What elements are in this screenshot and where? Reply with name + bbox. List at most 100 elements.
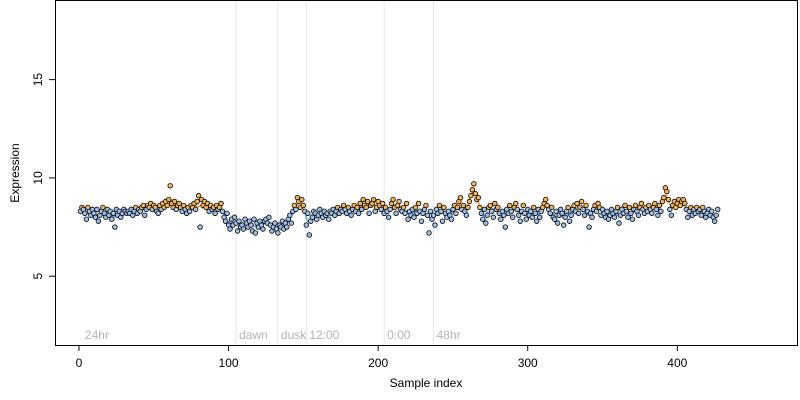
data-point [218,200,224,207]
data-point [501,212,507,218]
data-point [94,206,100,213]
data-point [212,210,218,216]
data-point [477,204,483,211]
x-axis: 0 100 200 300 400 [76,345,688,370]
data-point [400,204,407,211]
data-point [95,218,102,224]
data-point [548,204,555,211]
data-point [522,210,528,216]
data-point [566,218,573,224]
data-point [481,206,488,213]
data-point [251,216,257,222]
data-point [668,212,675,218]
data-point [92,214,99,220]
data-point [528,208,534,215]
data-point [260,226,266,232]
data-point [551,216,558,222]
data-point [83,216,90,222]
data-point [354,204,360,211]
x-tick-label: 300 [518,356,538,370]
data-point [82,210,88,216]
data-point [155,210,161,216]
x-tick-label: 400 [667,356,687,370]
annotation-label: dusk [281,328,307,342]
data-point [536,214,543,220]
data-point [100,204,106,211]
data-point [457,194,464,201]
data-point [492,200,498,207]
data-point [469,187,476,193]
data-point [195,192,202,199]
data-point [418,218,425,224]
data-point [366,210,372,216]
data-point [625,214,631,220]
data-point [623,208,630,215]
data-point [378,206,384,213]
data-point [385,214,392,220]
data-point [252,230,259,236]
data-point [581,212,588,218]
data-point [236,218,242,224]
data-point [629,216,636,222]
data-point [390,196,396,203]
data-point [411,214,417,220]
data-point [583,202,589,209]
data-point [713,212,719,218]
annotation-labels: 24hr dawn dusk 12:00 0:00 48hr [85,328,461,342]
data-point [712,218,718,224]
data-point [483,220,489,226]
annotation-label: 12:00 [309,328,339,342]
plot-frame [55,0,798,346]
data-point [387,206,393,213]
data-point [517,218,523,224]
data-point [604,208,610,215]
data-point [460,202,467,209]
data-point [466,198,473,205]
data-point [438,208,444,215]
data-point [465,204,471,211]
data-point [306,232,313,238]
data-point [240,226,247,232]
data-point [441,204,447,211]
data-point [484,212,491,218]
data-point [272,220,278,226]
data-point [507,202,513,209]
data-point [664,188,670,195]
data-point [424,212,431,218]
data-point [562,214,568,220]
data-point [192,206,199,213]
data-point [355,210,362,216]
data-point [423,202,429,209]
data-point [432,222,438,228]
data-point [357,200,363,207]
data-point [593,208,600,215]
data-point [403,200,410,207]
data-point [360,196,366,203]
x-tick-label: 100 [219,356,239,370]
data-point [454,204,461,211]
data-point [110,210,117,216]
data-point [614,204,621,211]
data-point [348,212,354,218]
data-point [516,212,522,218]
y-tick-label: 5 [31,273,45,280]
data-point [358,206,365,213]
data-point [531,204,537,211]
data-point [628,210,634,216]
data-point [222,218,229,224]
data-point [611,214,618,220]
data-point [520,202,526,209]
data-point [487,202,494,209]
data-point [649,210,655,216]
data-point [140,202,146,209]
data-point [468,192,474,199]
x-axis-title: Sample index [390,376,463,390]
data-point [266,214,272,220]
data-point [436,202,443,209]
data-point [427,208,434,215]
data-point [661,194,667,201]
data-point [514,206,520,213]
data-point [575,210,582,216]
data-point [652,200,658,207]
